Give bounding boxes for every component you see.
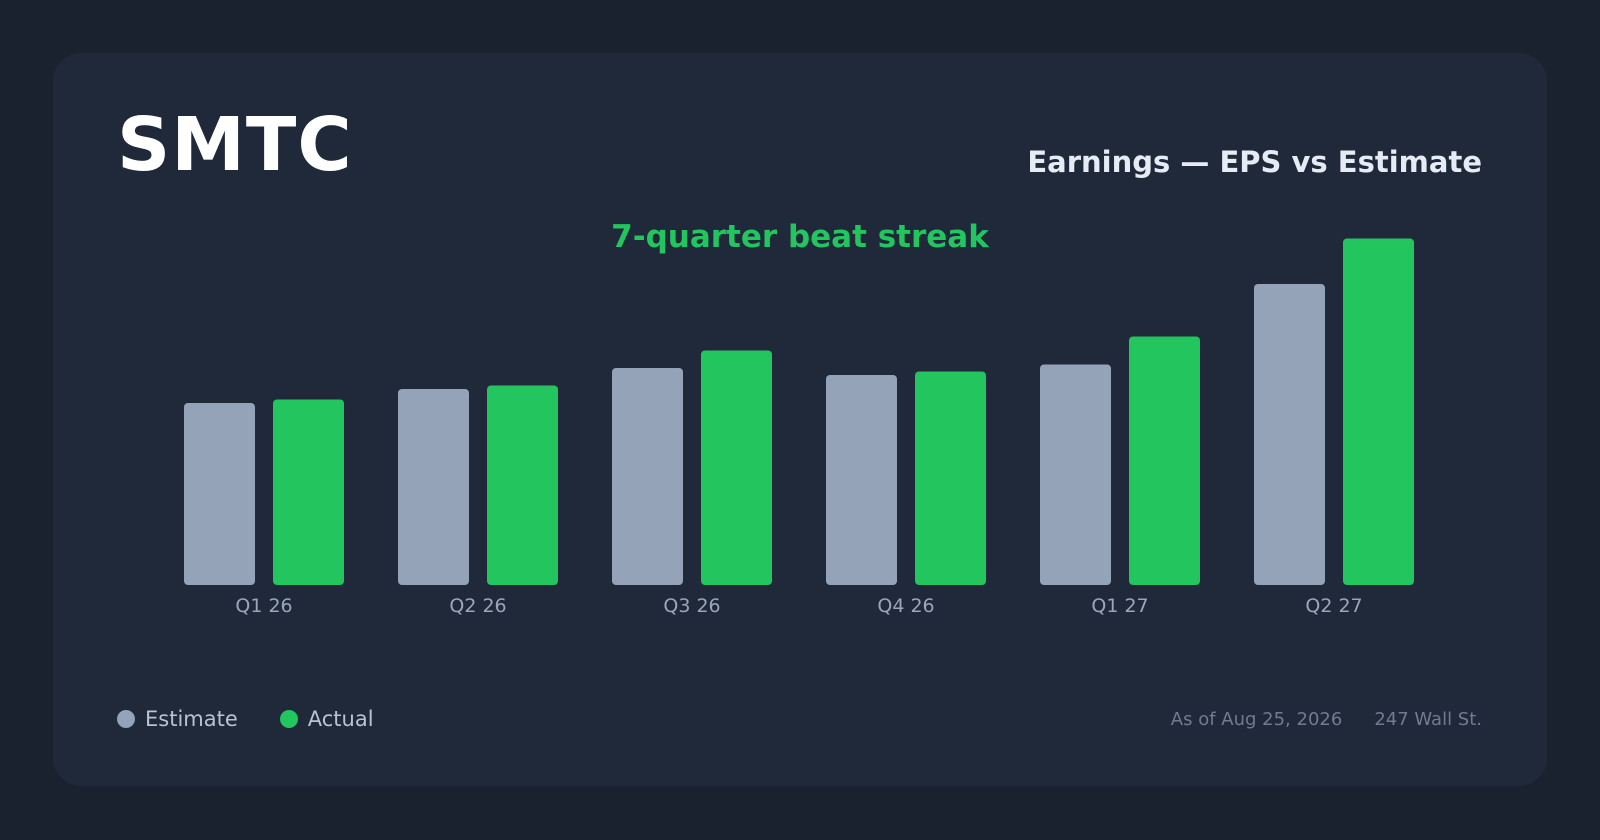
x-tick-label: Q1 26: [235, 595, 292, 617]
bar-actual-q3-26: [701, 350, 772, 585]
actual-dot-icon: [279, 710, 298, 728]
bar-estimate-q2-26: [398, 389, 469, 585]
x-tick-label: Q4 26: [877, 595, 934, 617]
chart-legend: Estimate Actual: [117, 707, 416, 731]
x-tick-label: Q1 27: [1091, 595, 1148, 617]
estimate-dot-icon: [117, 710, 135, 728]
legend-item-actual: Actual: [279, 707, 374, 731]
bar-estimate-q2-27: [1254, 284, 1325, 585]
bar-actual-q2-27: [1343, 238, 1414, 585]
bar-estimate-q3-26: [612, 368, 683, 585]
legend-label-actual: Actual: [307, 707, 374, 731]
bar-estimate-q4-26: [826, 375, 897, 585]
x-tick-label: Q2 27: [1305, 595, 1362, 617]
legend-item-estimate: Estimate: [117, 707, 238, 731]
chart-subtitle: 7-quarter beat streak: [611, 219, 989, 255]
bar-actual-q1-27: [1129, 336, 1200, 585]
source-credit: 247 Wall St.: [1374, 709, 1482, 730]
bar-actual-q1-26: [273, 399, 344, 585]
bar-actual-q2-26: [487, 385, 558, 585]
legend-label-estimate: Estimate: [145, 707, 238, 731]
bar-estimate-q1-26: [184, 403, 255, 585]
x-tick-label: Q2 26: [449, 595, 506, 617]
x-tick-label: Q3 26: [663, 595, 720, 617]
ticker-symbol: SMTC: [117, 102, 353, 188]
chart-footer: As of Aug 25, 2026 247 Wall St.: [1139, 709, 1482, 730]
bar-estimate-q1-27: [1040, 364, 1111, 585]
as-of-date: As of Aug 25, 2026: [1170, 709, 1343, 730]
bar-actual-q4-26: [915, 371, 986, 585]
chart-title: Earnings — EPS vs Estimate: [1027, 145, 1482, 179]
